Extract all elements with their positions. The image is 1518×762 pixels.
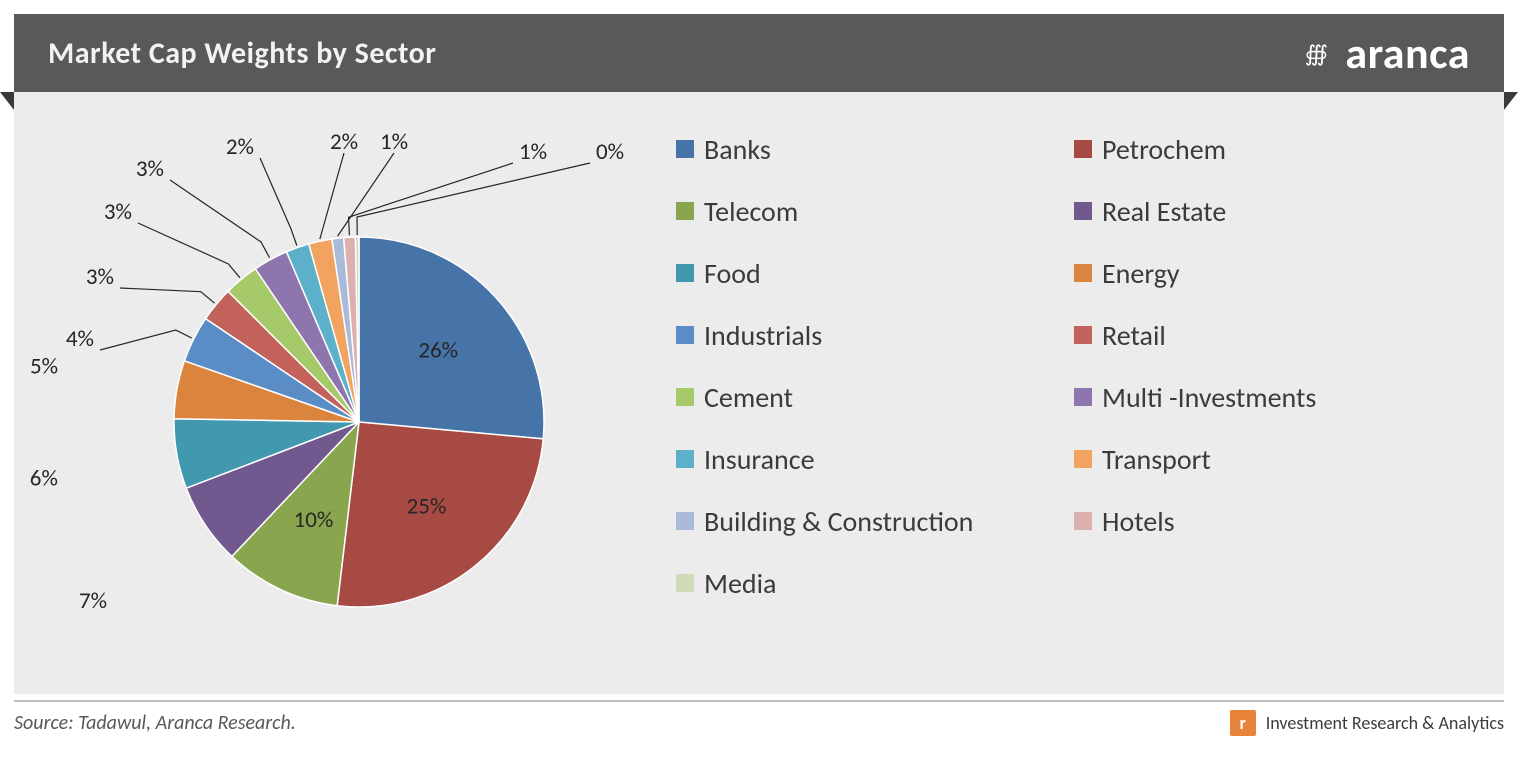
legend-swatch-icon xyxy=(676,264,694,282)
legend-swatch-icon xyxy=(676,574,694,592)
legend-item: Industrials xyxy=(676,304,1066,366)
leader-line xyxy=(120,288,215,303)
slice-label: 10% xyxy=(294,506,334,534)
legend-swatch-icon xyxy=(676,326,694,344)
legend-label: Petrochem xyxy=(1102,132,1226,167)
legend-item: Building & Construction xyxy=(676,490,1066,552)
legend-item: Cement xyxy=(676,366,1066,428)
legend-label: Retail xyxy=(1102,318,1166,353)
pie-chart: 26%25%10%7%6%5%4%3%3%3%2%2%1%1%0% xyxy=(14,114,664,674)
legend-item: Media xyxy=(676,552,1066,614)
legend-label: Media xyxy=(704,566,776,601)
infographic-frame: Market Cap Weights by Sector ∰ aranca 26… xyxy=(0,0,1518,762)
slice-label: 2% xyxy=(226,133,254,161)
legend-item: Insurance xyxy=(676,428,1066,490)
legend-item: Multi -Investments xyxy=(1074,366,1464,428)
slice-label: 26% xyxy=(418,337,458,365)
legend-label: Industrials xyxy=(704,318,822,353)
page-title: Market Cap Weights by Sector xyxy=(48,35,436,72)
legend-item: Retail xyxy=(1074,304,1464,366)
footer-rule xyxy=(14,700,1504,702)
slice-label: 7% xyxy=(79,587,107,615)
leader-line xyxy=(138,223,240,278)
legend-label: Food xyxy=(704,256,761,291)
legend-swatch-icon xyxy=(676,140,694,158)
leader-line xyxy=(260,158,297,246)
legend-swatch-icon xyxy=(676,202,694,220)
footer-right-label: Investment Research & Analytics xyxy=(1266,712,1504,734)
legend-label: Insurance xyxy=(704,442,815,477)
slice-label: 6% xyxy=(30,464,58,492)
footer: Source: Tadawul, Aranca Research. r Inve… xyxy=(14,710,1504,736)
legend-label: Transport xyxy=(1102,442,1211,477)
legend-swatch-icon xyxy=(1074,388,1092,406)
legend-item: Hotels xyxy=(1074,490,1464,552)
legend-item: Transport xyxy=(1074,428,1464,490)
leader-line xyxy=(170,180,270,258)
leader-line xyxy=(357,163,590,235)
legend-swatch-icon xyxy=(1074,326,1092,344)
slice-label: 1% xyxy=(380,128,408,156)
brand-lockup: ∰ aranca xyxy=(1295,26,1470,80)
footer-right: r Investment Research & Analytics xyxy=(1230,710,1504,736)
slice-label: 0% xyxy=(596,138,624,166)
brand-mark-icon: ∰ xyxy=(1295,33,1335,73)
legend-label: Energy xyxy=(1102,256,1180,291)
source-text: Source: Tadawul, Aranca Research. xyxy=(14,711,296,735)
legend-label: Building & Construction xyxy=(704,504,973,539)
legend-label: Multi -Investments xyxy=(1102,380,1316,415)
slice-label: 4% xyxy=(66,325,94,353)
legend-swatch-icon xyxy=(676,512,694,530)
legend-item: Food xyxy=(676,242,1066,304)
slice-label: 3% xyxy=(136,155,164,183)
legend-item: Real Estate xyxy=(1074,180,1464,242)
leader-line xyxy=(100,330,192,350)
legend-label: Cement xyxy=(704,380,793,415)
content-row: 26%25%10%7%6%5%4%3%3%3%2%2%1%1%0% BanksP… xyxy=(14,114,1504,674)
slice-label: 5% xyxy=(30,353,58,381)
legend-item: Banks xyxy=(676,118,1066,180)
brand-name: aranca xyxy=(1345,26,1470,80)
leader-line xyxy=(349,163,513,235)
legend-swatch-icon xyxy=(1074,140,1092,158)
legend-swatch-icon xyxy=(676,450,694,468)
legend-label: Telecom xyxy=(704,194,798,229)
slice-label: 3% xyxy=(104,198,132,226)
legend-label: Banks xyxy=(704,132,771,167)
legend-label: Real Estate xyxy=(1102,194,1226,229)
slice-label: 25% xyxy=(407,492,447,520)
chart-legend: Banks Petrochem Telecom Real Estate Food Ener… xyxy=(664,114,1504,674)
slice-label: 1% xyxy=(519,138,547,166)
legend-swatch-icon xyxy=(1074,202,1092,220)
legend-swatch-icon xyxy=(1074,264,1092,282)
legend-item: Petrochem xyxy=(1074,118,1464,180)
legend-swatch-icon xyxy=(1074,512,1092,530)
legend-label: Hotels xyxy=(1102,504,1175,539)
ribbon-tail-right xyxy=(1504,92,1518,110)
legend-item: Energy xyxy=(1074,242,1464,304)
slice-label: 3% xyxy=(86,263,114,291)
slice-label: 2% xyxy=(330,128,358,156)
legend-item: Telecom xyxy=(676,180,1066,242)
pie-chart-svg: 26%25%10%7%6%5%4%3%3%3%2%2%1%1%0% xyxy=(14,114,664,674)
leader-line xyxy=(338,153,394,236)
leader-line xyxy=(320,153,344,239)
footer-badge-icon: r xyxy=(1230,710,1256,736)
ribbon-tail-left xyxy=(0,92,14,110)
legend-swatch-icon xyxy=(1074,450,1092,468)
panel: Market Cap Weights by Sector ∰ aranca 26… xyxy=(14,14,1504,694)
header-ribbon: Market Cap Weights by Sector ∰ aranca xyxy=(14,14,1504,92)
legend-swatch-icon xyxy=(676,388,694,406)
